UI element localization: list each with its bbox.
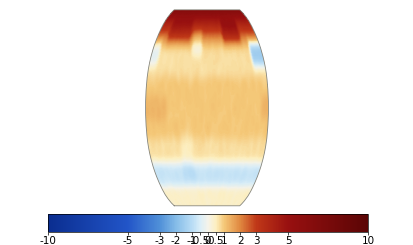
PathPatch shape [145,10,268,206]
